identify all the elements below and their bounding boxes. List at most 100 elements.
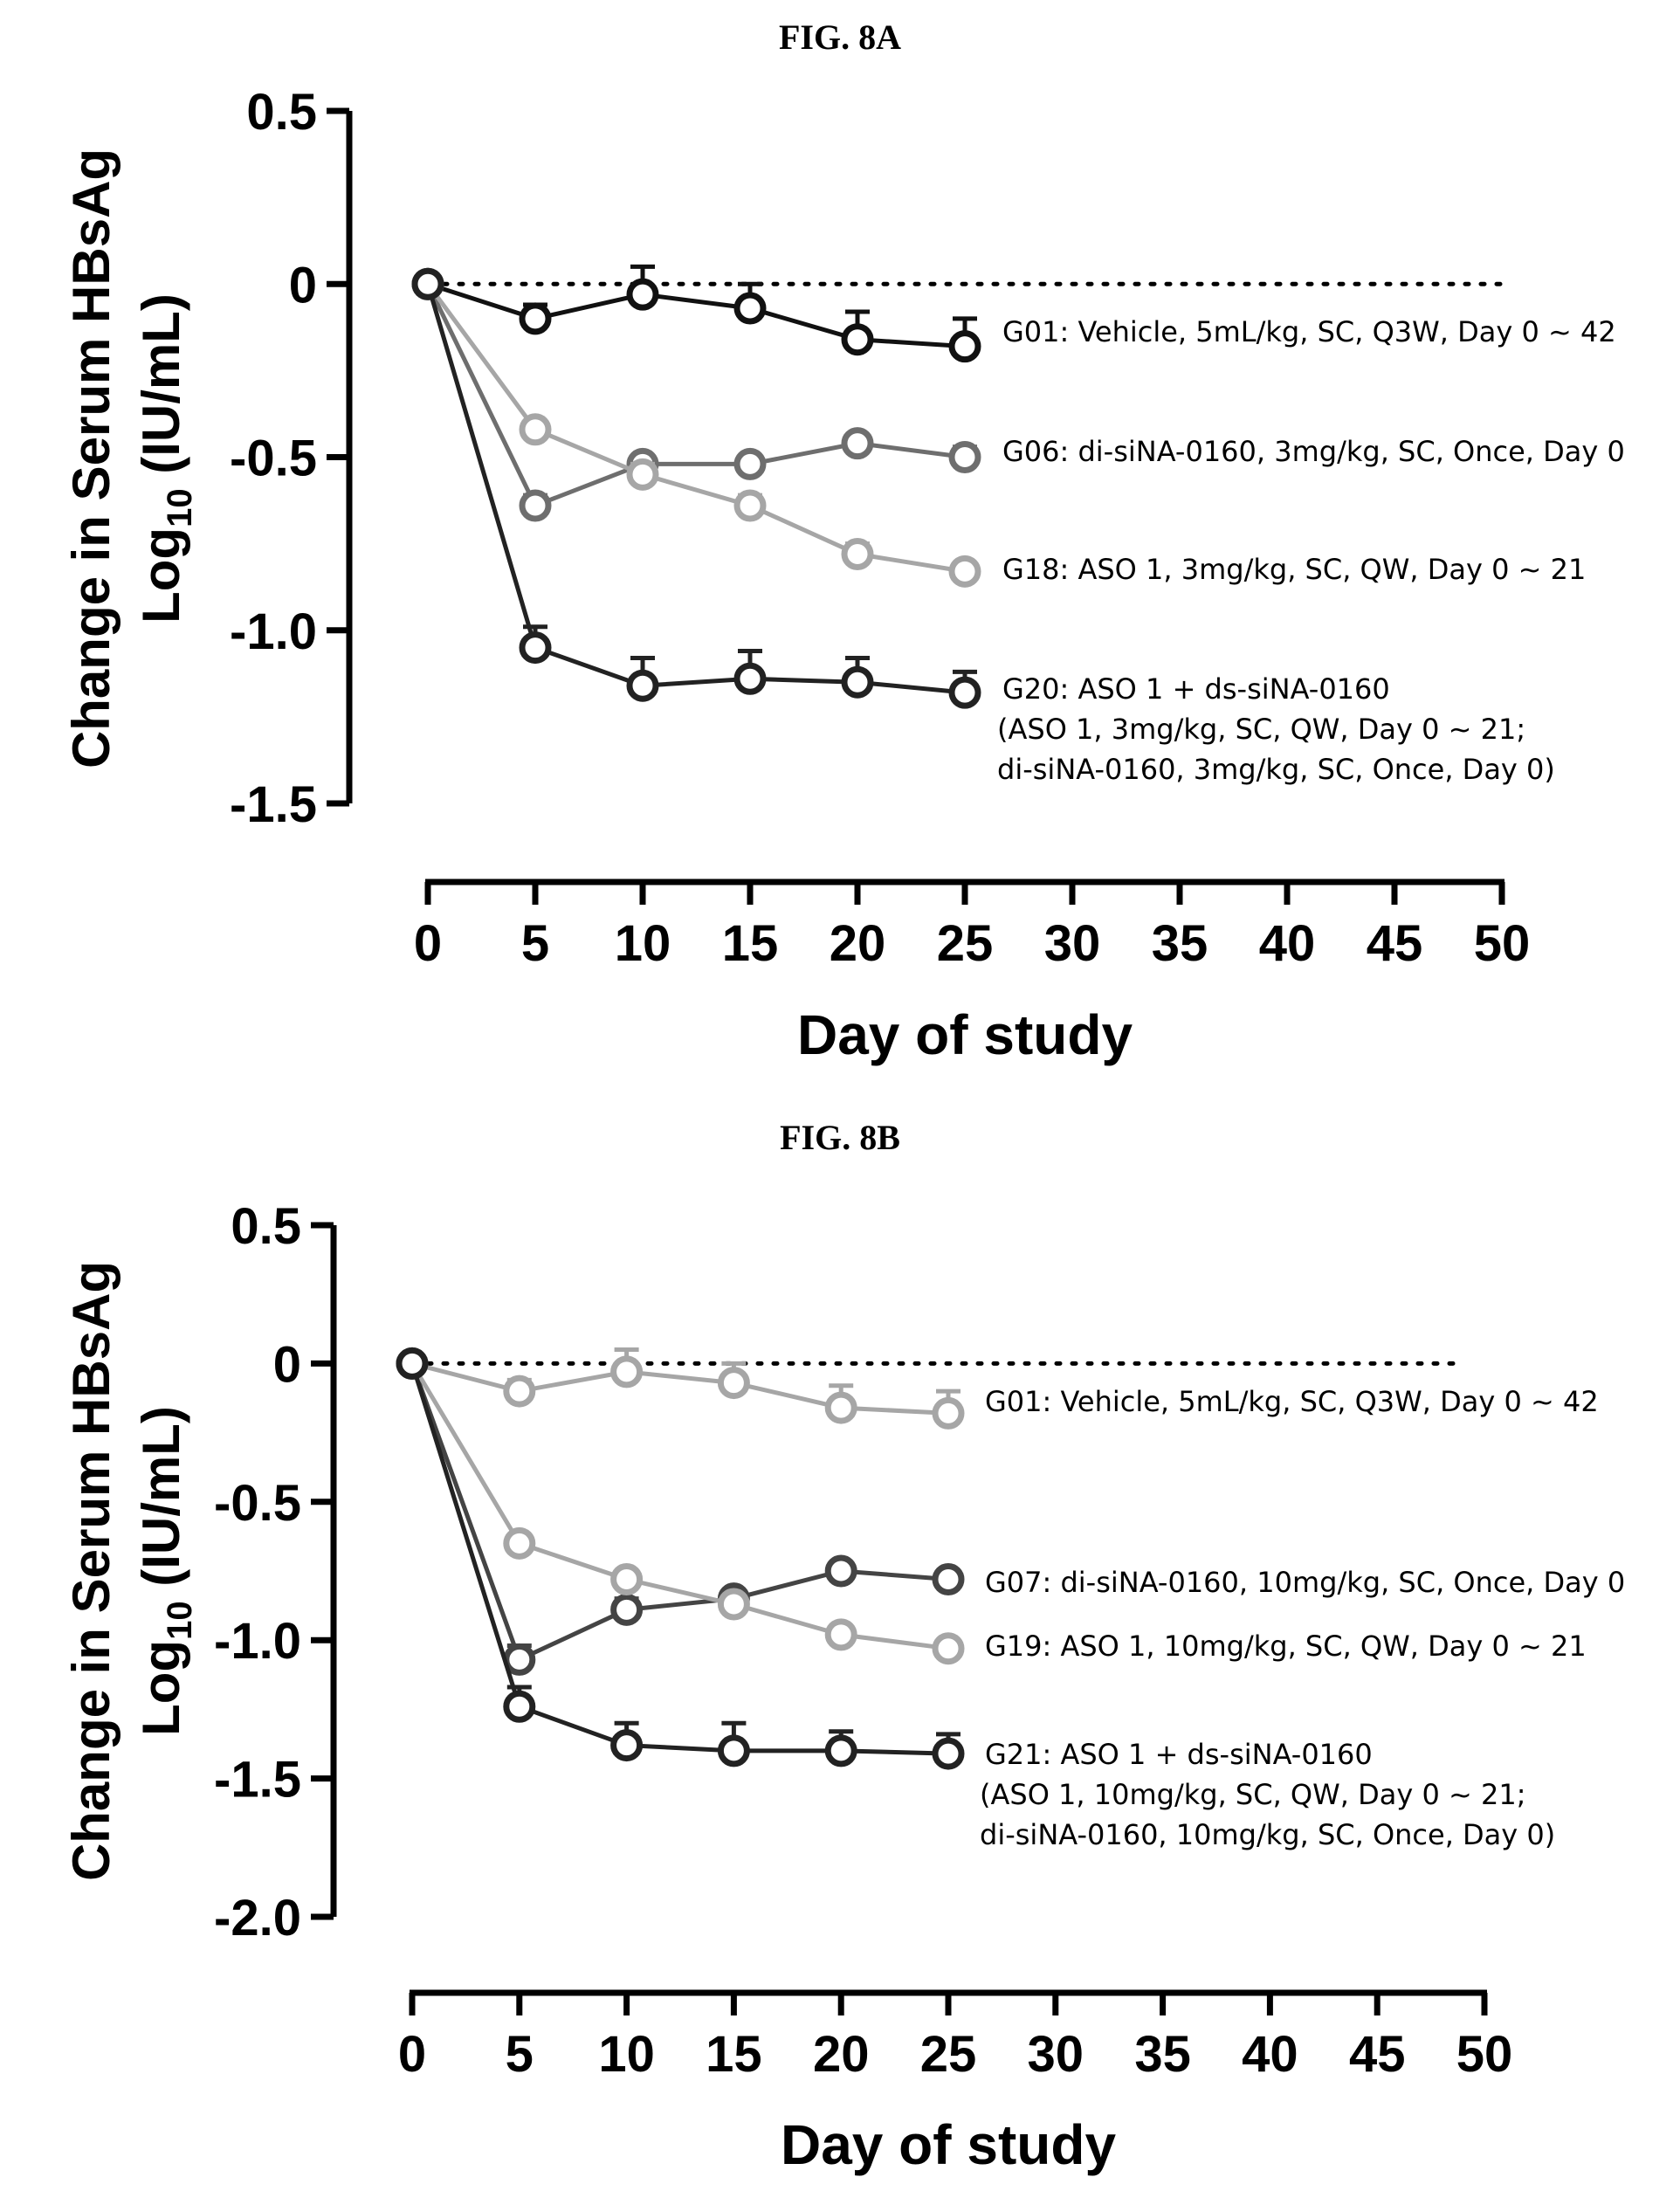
data-point	[396, 1347, 429, 1380]
x-tick-label: 5	[506, 2026, 534, 2083]
series-line	[425, 283, 966, 509]
series-line	[410, 1362, 949, 1651]
series-label-line: G18: ASO 1, 3mg/kg, SC, QW, Day 0 ~ 21	[1002, 553, 1586, 586]
chart-panel-fig-8a: FIG. 8A 0.5 0 -0.5 -1.0 -1.5 0 5 10 15 20 25 30 35 40 4…	[62, 17, 1625, 1066]
y-tick-label: -1.5	[230, 776, 317, 833]
x-tick-label: 15	[722, 915, 779, 972]
data-point	[610, 1729, 644, 1762]
x-tick-label: 35	[1152, 915, 1208, 972]
data-point	[610, 1563, 644, 1596]
x-tick-label: 0	[414, 915, 442, 972]
chart-title: FIG. 8B	[780, 1118, 900, 1157]
data-point	[932, 1563, 965, 1596]
chart-panel-fig-8b: FIG. 8B 0.5 0 -0.5 -1.0 -1.5 -2.0 0 5 10 15 20 25 30 3…	[62, 1118, 1625, 2176]
data-point	[733, 447, 767, 480]
series-label-line: G07: di-siNA-0160, 10mg/kg, SC, Once, Da…	[985, 1566, 1625, 1599]
series-label: G06: di-siNA-0160, 3mg/kg, SC, Once, Day…	[1002, 435, 1625, 468]
x-tick-label: 0	[398, 2026, 426, 2083]
data-point	[841, 427, 874, 460]
data-point	[824, 1554, 857, 1588]
series-label-line: G19: ASO 1, 10mg/kg, SC, QW, Day 0 ~ 21	[985, 1630, 1587, 1663]
data-point	[503, 1375, 536, 1408]
y-tick-label: -1.0	[230, 603, 317, 660]
series-label-line: G01: Vehicle, 5mL/kg, SC, Q3W, Day 0 ~ 4…	[985, 1385, 1599, 1418]
y-tick-label: 0.5	[231, 1198, 301, 1255]
series-label-line: G21: ASO 1 + ds-siNA-0160	[985, 1738, 1373, 1771]
series-line	[411, 1361, 949, 1416]
y-tick-label: -1.0	[214, 1613, 301, 1670]
data-point	[824, 1618, 857, 1651]
data-point	[841, 323, 874, 356]
data-point	[717, 1367, 750, 1400]
data-point	[932, 1737, 965, 1770]
series-label: G21: ASO 1 + ds-siNA-0160 (ASO 1, 10mg/kg…	[980, 1738, 1555, 1851]
series-line	[425, 283, 966, 695]
series-g19: G19: ASO 1, 10mg/kg, SC, QW, Day 0 ~ 21	[396, 1347, 1587, 1665]
y-axis-title-units: (IU/mL)	[132, 1406, 190, 1601]
series-g21: G21: ASO 1 + ds-siNA-0160 (ASO 1, 10mg/kg…	[396, 1347, 1555, 1851]
y-axis-title-units: (IU/mL)	[132, 293, 190, 488]
series-g07: G07: di-siNA-0160, 10mg/kg, SC, Once, Da…	[396, 1347, 1625, 1676]
y-axis-title: Change in Serum HBsAg Log10 (IU/mL)	[62, 1261, 199, 1881]
series-label: G01: Vehicle, 5mL/kg, SC, Q3W, Day 0 ~ 4…	[1002, 315, 1616, 348]
data-point	[948, 441, 981, 473]
series-label-line: G20: ASO 1 + ds-siNA-0160	[1002, 672, 1390, 706]
series-label: G01: Vehicle, 5mL/kg, SC, Q3W, Day 0 ~ 4…	[985, 1385, 1599, 1418]
y-tick-label: 0.5	[246, 84, 317, 141]
x-tick-label: 20	[830, 915, 886, 972]
y-tick-label: -0.5	[230, 431, 317, 487]
data-point	[503, 1690, 536, 1723]
data-point	[626, 669, 659, 702]
x-axis-title: Day of study	[781, 2113, 1116, 2176]
x-tick-label: 35	[1134, 2026, 1191, 2083]
data-point	[932, 1396, 965, 1430]
series-label-line: (ASO 1, 10mg/kg, SC, QW, Day 0 ~ 21;	[980, 1778, 1525, 1811]
data-point	[733, 662, 767, 695]
y-axis-title-line1: Change in Serum HBsAg	[62, 1261, 120, 1881]
y-tick-label: -2.0	[214, 1890, 301, 1947]
y-axis-title-line2: Log	[132, 527, 190, 624]
series-label: G20: ASO 1 + ds-siNA-0160 (ASO 1, 3mg/kg,…	[997, 672, 1555, 786]
data-point	[411, 267, 444, 300]
x-tick-label: 40	[1259, 915, 1316, 972]
y-tick-label: 0	[289, 257, 317, 314]
data-point	[841, 665, 874, 699]
data-point	[519, 413, 552, 446]
y-axis-title: Change in Serum HBsAg Log10 (IU/mL)	[62, 148, 199, 768]
y-tick-label: 0	[273, 1336, 301, 1393]
data-point	[610, 1593, 644, 1626]
series-label-line: G06: di-siNA-0160, 3mg/kg, SC, Once, Day…	[1002, 435, 1625, 468]
x-tick-label: 10	[615, 915, 671, 972]
data-point	[717, 1734, 750, 1767]
series-label: G18: ASO 1, 3mg/kg, SC, QW, Day 0 ~ 21	[1002, 553, 1586, 586]
data-point	[610, 1355, 644, 1388]
data-point	[948, 330, 981, 363]
y-tick-label: -1.5	[214, 1752, 301, 1809]
series-label-line: di-siNA-0160, 10mg/kg, SC, Once, Day 0)	[980, 1818, 1555, 1851]
data-point	[519, 631, 552, 665]
x-tick-label: 45	[1367, 915, 1423, 972]
x-tick-label: 25	[920, 2026, 977, 2083]
series-line	[410, 1362, 949, 1756]
data-point	[932, 1632, 965, 1665]
x-tick-label: 50	[1474, 915, 1531, 972]
series-g01: G01: Vehicle, 5mL/kg, SC, Q3W, Day 0 ~ 4…	[411, 264, 1616, 363]
series-line	[410, 1362, 949, 1663]
x-tick-label: 50	[1456, 2026, 1513, 2083]
data-point	[626, 458, 659, 491]
y-axis-title-subscript: 10	[161, 1601, 199, 1640]
y-tick-label: -0.5	[214, 1475, 301, 1532]
data-point	[519, 302, 552, 335]
x-tick-label: 30	[1028, 2026, 1084, 2083]
data-point	[519, 489, 552, 522]
series-g20: G20: ASO 1 + ds-siNA-0160 (ASO 1, 3mg/kg,…	[411, 267, 1555, 786]
series-label: G07: di-siNA-0160, 10mg/kg, SC, Once, Da…	[985, 1566, 1625, 1599]
series-label: G19: ASO 1, 10mg/kg, SC, QW, Day 0 ~ 21	[985, 1630, 1587, 1663]
data-point	[733, 292, 767, 325]
data-point	[503, 1643, 536, 1676]
series-g01: G01: Vehicle, 5mL/kg, SC, Q3W, Day 0 ~ 4…	[396, 1347, 1599, 1430]
chart-title: FIG. 8A	[779, 17, 901, 57]
x-tick-label: 40	[1242, 2026, 1298, 2083]
data-point	[503, 1526, 536, 1560]
